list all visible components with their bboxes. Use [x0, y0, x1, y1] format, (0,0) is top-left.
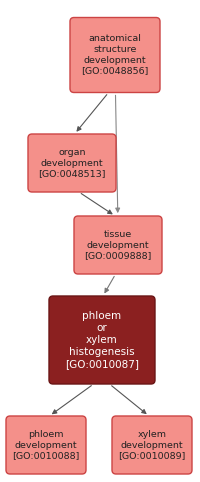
FancyBboxPatch shape — [28, 134, 115, 192]
Text: phloem
or
xylem
histogenesis
[GO:0010087]: phloem or xylem histogenesis [GO:0010087… — [65, 311, 138, 369]
Text: anatomical
structure
development
[GO:0048856]: anatomical structure development [GO:004… — [81, 34, 148, 76]
Text: tissue
development
[GO:0009888]: tissue development [GO:0009888] — [84, 230, 151, 260]
Text: phloem
development
[GO:0010088]: phloem development [GO:0010088] — [12, 430, 79, 460]
FancyBboxPatch shape — [74, 216, 161, 274]
Text: organ
development
[GO:0048513]: organ development [GO:0048513] — [38, 148, 105, 178]
FancyBboxPatch shape — [49, 296, 154, 384]
FancyBboxPatch shape — [70, 17, 159, 93]
FancyBboxPatch shape — [6, 416, 86, 474]
FancyBboxPatch shape — [111, 416, 191, 474]
Text: xylem
development
[GO:0010089]: xylem development [GO:0010089] — [118, 430, 185, 460]
